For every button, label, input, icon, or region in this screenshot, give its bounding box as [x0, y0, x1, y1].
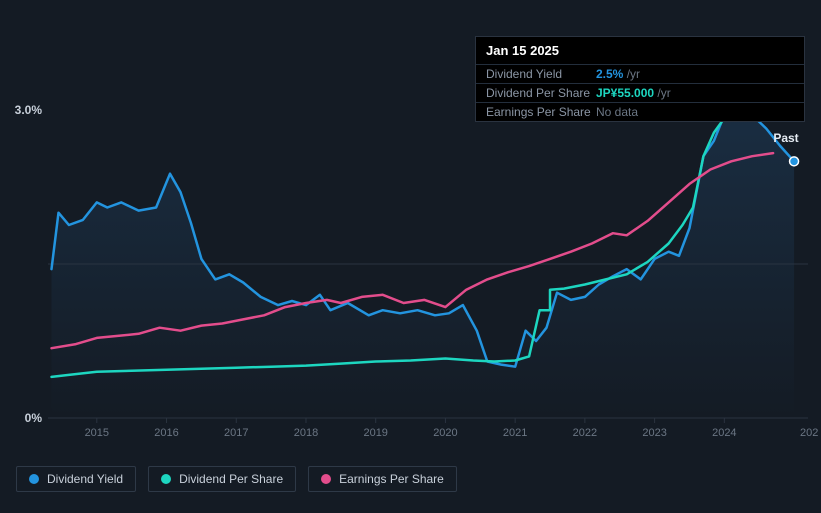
svg-text:2023: 2023 [642, 427, 666, 439]
tooltip-row-label: Earnings Per Share [486, 105, 596, 119]
legend-item-dividend-yield[interactable]: Dividend Yield [16, 466, 136, 492]
legend-label: Earnings Per Share [339, 472, 444, 486]
chart-tooltip: Jan 15 2025 Dividend Yield2.5% /yrDivide… [475, 36, 805, 122]
svg-text:202: 202 [800, 427, 818, 439]
tooltip-row-value: No data [596, 105, 638, 119]
tooltip-row-label: Dividend Yield [486, 67, 596, 81]
svg-text:2021: 2021 [503, 427, 527, 439]
svg-text:2019: 2019 [363, 427, 387, 439]
svg-text:Past: Past [773, 131, 798, 145]
legend-dot [161, 474, 171, 484]
svg-text:2018: 2018 [294, 427, 318, 439]
legend-dot [29, 474, 39, 484]
legend-label: Dividend Per Share [179, 472, 283, 486]
svg-text:3.0%: 3.0% [15, 103, 43, 117]
tooltip-row: Dividend Per ShareJP¥55.000 /yr [476, 83, 804, 102]
tooltip-row: Earnings Per ShareNo data [476, 102, 804, 121]
tooltip-row: Dividend Yield2.5% /yr [476, 64, 804, 83]
svg-text:2016: 2016 [154, 427, 178, 439]
tooltip-row-value: 2.5% /yr [596, 67, 640, 81]
svg-text:0%: 0% [25, 411, 43, 425]
svg-text:2020: 2020 [433, 427, 457, 439]
legend-dot [321, 474, 331, 484]
svg-text:2024: 2024 [712, 427, 736, 439]
chart-legend: Dividend Yield Dividend Per Share Earnin… [16, 466, 457, 492]
tooltip-row-value: JP¥55.000 /yr [596, 86, 671, 100]
tooltip-row-label: Dividend Per Share [486, 86, 596, 100]
tooltip-date: Jan 15 2025 [476, 37, 804, 64]
svg-text:2022: 2022 [573, 427, 597, 439]
svg-text:2015: 2015 [85, 427, 109, 439]
legend-item-dividend-per-share[interactable]: Dividend Per Share [148, 466, 296, 492]
legend-item-earnings-per-share[interactable]: Earnings Per Share [308, 466, 457, 492]
svg-text:2017: 2017 [224, 427, 248, 439]
legend-label: Dividend Yield [47, 472, 123, 486]
